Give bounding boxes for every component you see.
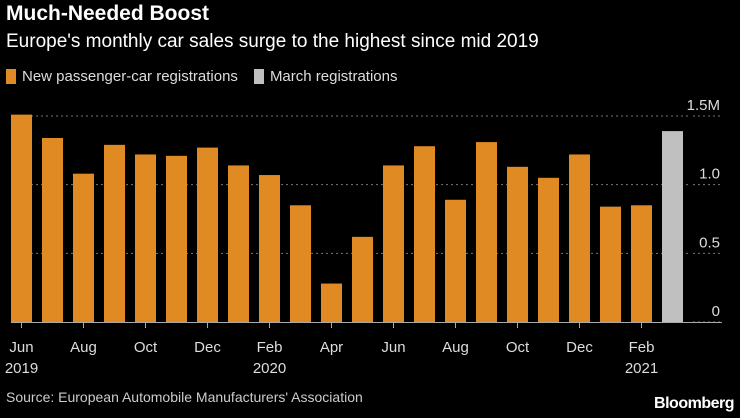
chart-subtitle: Europe's monthly car sales surge to the … bbox=[6, 31, 539, 52]
x-tick-year-label: 2019 bbox=[5, 360, 38, 377]
x-tick-label: Oct bbox=[506, 339, 530, 356]
x-tick-year-label: 2021 bbox=[625, 360, 658, 377]
y-tick-label: 1.0 bbox=[699, 166, 720, 183]
y-tick-label: 1.5M bbox=[687, 97, 720, 114]
x-tick-label: Apr bbox=[320, 339, 343, 356]
legend-swatch-gray bbox=[253, 69, 264, 84]
bar-feb-2020 bbox=[259, 175, 280, 322]
legend-item-new-registrations: New passenger-car registrations bbox=[6, 68, 238, 85]
bar-nov-2020 bbox=[538, 177, 559, 322]
legend-item-march: March registrations bbox=[253, 68, 398, 85]
source-note: Source: European Automobile Manufacturer… bbox=[6, 389, 363, 405]
bar-apr-2020 bbox=[321, 283, 342, 322]
bar-oct-2019 bbox=[135, 154, 156, 322]
bar-dec-2020 bbox=[569, 154, 590, 322]
bar-jan-2020 bbox=[228, 165, 249, 322]
bar-feb-2021 bbox=[631, 205, 652, 322]
x-tick-label: Aug bbox=[70, 339, 97, 356]
x-tick-year-label: 2020 bbox=[253, 360, 286, 377]
legend: New passenger-car registrations March re… bbox=[6, 68, 413, 85]
x-tick-label: Dec bbox=[194, 339, 221, 356]
bar-jul-2019 bbox=[42, 137, 63, 322]
bar-jan-2021 bbox=[600, 206, 621, 322]
x-tick-label: Jun bbox=[9, 339, 33, 356]
bloomberg-logo: Bloomberg bbox=[654, 395, 734, 412]
x-tick-label: Dec bbox=[566, 339, 593, 356]
bar-aug-2020 bbox=[445, 199, 466, 322]
bar-mar-2021 bbox=[662, 131, 683, 322]
bar-aug-2019 bbox=[73, 173, 94, 322]
bar-oct-2020 bbox=[507, 166, 528, 322]
bar-nov-2019 bbox=[166, 155, 187, 322]
bar-jun-2020 bbox=[383, 165, 404, 322]
x-tick-label: Aug bbox=[442, 339, 469, 356]
bar-jul-2020 bbox=[414, 146, 435, 322]
legend-label: New passenger-car registrations bbox=[22, 68, 238, 85]
y-tick-label: 0.5 bbox=[699, 234, 720, 251]
x-tick-label: Feb bbox=[629, 339, 655, 356]
bar-dec-2019 bbox=[197, 147, 218, 322]
x-tick-label: Feb bbox=[257, 339, 283, 356]
legend-swatch-orange bbox=[6, 69, 16, 84]
bar-jun-2019 bbox=[11, 114, 32, 322]
bar-sep-2019 bbox=[104, 144, 125, 322]
chart-title: Much-Needed Boost bbox=[6, 2, 210, 25]
x-tick-label: Jun bbox=[381, 339, 405, 356]
y-tick-label: 0 bbox=[712, 303, 720, 320]
bar-mar-2020 bbox=[290, 205, 311, 322]
x-tick-label: Oct bbox=[134, 339, 158, 356]
bar-sep-2020 bbox=[476, 142, 497, 322]
legend-label: March registrations bbox=[269, 68, 398, 85]
bar-may-2020 bbox=[352, 236, 373, 322]
